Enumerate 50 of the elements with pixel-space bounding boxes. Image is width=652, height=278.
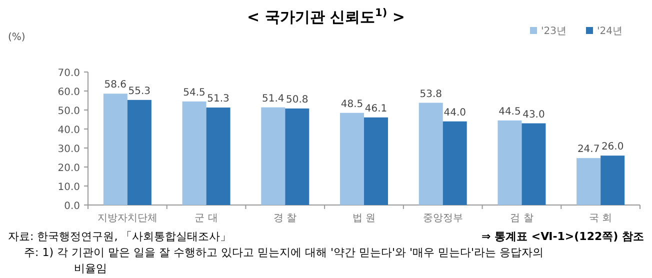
x-tick-label: 검 찰 xyxy=(510,213,534,224)
data-label: 58.6 xyxy=(104,80,127,91)
text: 주: 1) 각 기관이 맡은 일을 잘 수행하고 있다고 믿는지에 대해 '약간 믿는다'와 '매우 믿는다'라는 응답자의 비율임 xyxy=(24,246,544,275)
x-tick-label: 경 찰 xyxy=(274,213,297,224)
legend-label: '23년 xyxy=(541,26,566,37)
x-tick-label: 국 회 xyxy=(588,213,612,224)
data-label: 43.0 xyxy=(522,109,545,120)
bar xyxy=(103,94,128,205)
y-tick-label: 20.0 xyxy=(58,163,80,174)
data-label: 54.5 xyxy=(183,87,206,98)
data-label: 46.1 xyxy=(364,103,388,114)
bar xyxy=(600,156,625,205)
bar xyxy=(576,158,601,205)
legend-label: '24년 xyxy=(597,26,622,37)
data-label: 51.4 xyxy=(262,93,284,104)
x-tick-label: 지방자치단체 xyxy=(97,213,158,224)
bar xyxy=(340,112,364,205)
y-tick-label: 50.0 xyxy=(58,106,80,117)
bar xyxy=(418,102,443,205)
data-label: 51.3 xyxy=(207,94,230,105)
data-label: 48.5 xyxy=(340,98,364,110)
data-label: 50.8 xyxy=(286,94,308,106)
y-tick-label: 30.0 xyxy=(58,144,80,155)
data-label: 55.3 xyxy=(128,86,151,97)
chart-title: < 국가기관 신뢰도$^{1)}$ > xyxy=(247,7,405,26)
x-tick-label: 법 원 xyxy=(352,213,376,224)
bar xyxy=(182,101,206,205)
text: ⇒ 통계표 <Ⅵ-1>(122쪽) 참조 xyxy=(482,230,644,243)
bar xyxy=(498,120,522,205)
bar xyxy=(522,123,546,205)
data-label: 24.7 xyxy=(577,144,600,156)
y-tick-label: 60.0 xyxy=(58,87,80,98)
bar xyxy=(127,100,152,205)
bar xyxy=(285,108,310,205)
y-tick-label: 10.0 xyxy=(58,182,80,193)
y-tick-label: 0.0 xyxy=(64,201,80,212)
x-tick-label: 군 대 xyxy=(194,213,218,224)
data-label: 44.5 xyxy=(498,106,521,118)
y-tick-label: 70.0 xyxy=(58,68,80,79)
data-label: 44.0 xyxy=(444,107,466,118)
text: 자료: 한국행정연구원, 「사회통합실태조사」 xyxy=(8,230,232,243)
data-label: 26.0 xyxy=(601,142,624,153)
bar xyxy=(206,108,230,205)
bar xyxy=(442,121,467,205)
data-label: 53.8 xyxy=(420,88,442,100)
y-axis-title: (%) xyxy=(8,32,26,43)
bar xyxy=(261,107,286,205)
x-tick-label: 중앙정부 xyxy=(422,213,463,224)
y-tick-label: 40.0 xyxy=(58,125,80,136)
bar xyxy=(364,117,388,205)
